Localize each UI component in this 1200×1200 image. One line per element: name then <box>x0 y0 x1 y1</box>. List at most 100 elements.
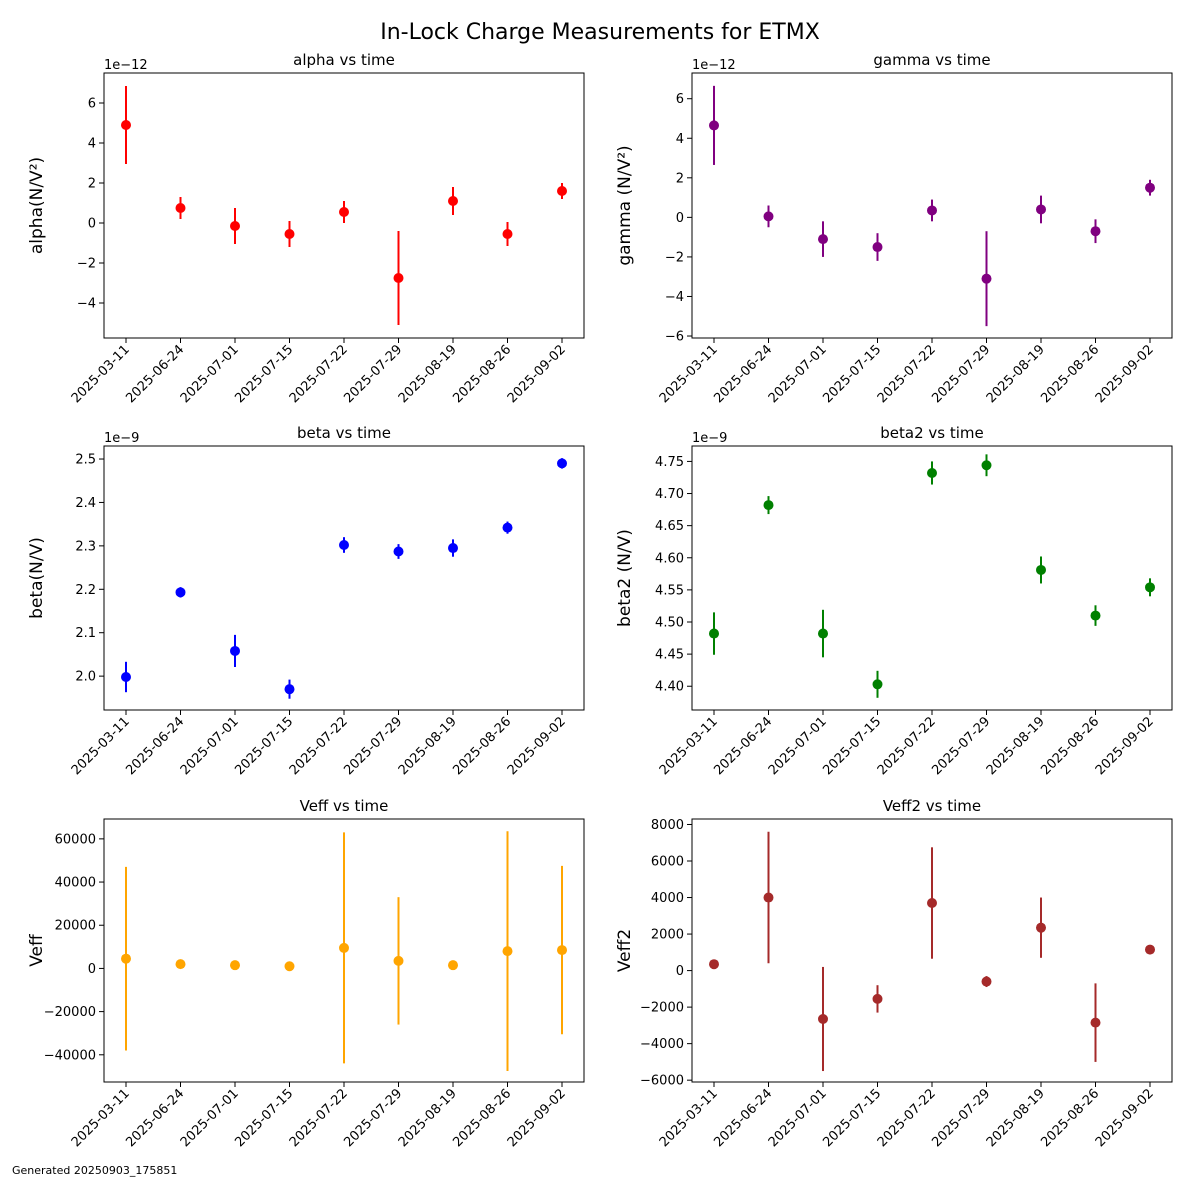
y-tick-label: 4.60 <box>655 551 684 566</box>
data-point <box>284 961 295 972</box>
data-point <box>339 207 349 217</box>
data-point <box>121 120 131 130</box>
data-point <box>872 679 883 690</box>
data-point <box>981 460 992 471</box>
x-tick-label: 2025-09-02 <box>505 714 569 778</box>
y-tick-label: 0 <box>676 964 684 979</box>
subplot-title: Veff2 vs time <box>883 797 981 815</box>
data-point <box>393 955 404 966</box>
y-tick-label: 2 <box>88 177 96 192</box>
subplot-alpha-vs-time: alpha vs time1e−12−4−202462025-03-112025… <box>27 51 585 406</box>
y-tick-label: −4000 <box>640 1037 684 1052</box>
x-tick-label: 2025-09-02 <box>505 342 569 406</box>
data-point <box>818 628 828 639</box>
data-point <box>818 234 828 245</box>
subplot-gamma-vs-time: gamma vs time1e−12−6−4−202462025-03-1120… <box>615 51 1173 406</box>
data-point <box>709 628 719 639</box>
y-tick-label: 2.2 <box>75 583 96 598</box>
y-tick-label: 2 <box>676 171 684 186</box>
data-point <box>121 672 131 682</box>
axis-offset-text: 1e−9 <box>104 431 139 446</box>
x-tick-label: 2025-09-02 <box>1093 714 1157 778</box>
y-axis-label: beta(N/V) <box>27 537 47 619</box>
y-tick-label: 8000 <box>651 818 684 833</box>
y-tick-label: 40000 <box>55 876 96 891</box>
data-point <box>1145 582 1155 593</box>
subplot-title: beta vs time <box>297 424 391 442</box>
y-axis-label: alpha(N/V²) <box>27 157 47 254</box>
data-point <box>339 540 349 550</box>
data-point <box>175 959 186 970</box>
data-point <box>502 522 513 533</box>
plot-frame <box>103 445 585 711</box>
y-tick-label: 4.45 <box>655 648 684 663</box>
y-tick-label: −4 <box>77 297 96 312</box>
y-tick-label: 0 <box>676 211 684 226</box>
y-tick-label: −2 <box>77 257 96 272</box>
data-point <box>818 1013 828 1024</box>
y-tick-label: 6 <box>88 97 96 112</box>
y-tick-label: 4.70 <box>655 487 684 502</box>
y-tick-label: 4.65 <box>655 519 684 534</box>
plot-frame <box>103 818 585 1083</box>
subplot-title: Veff vs time <box>300 797 389 815</box>
data-point <box>981 273 992 284</box>
subplot-title: beta2 vs time <box>880 424 983 442</box>
data-point <box>1090 1017 1101 1028</box>
data-point <box>339 942 349 953</box>
figure-title: In-Lock Charge Measurements for ETMX <box>380 20 820 45</box>
x-tick-label: 2025-09-02 <box>1093 342 1157 406</box>
y-tick-label: −40000 <box>44 1048 96 1063</box>
axis-offset-text: 1e−12 <box>104 58 148 73</box>
data-point <box>1036 204 1046 215</box>
data-point <box>872 993 883 1004</box>
y-tick-label: 2.1 <box>75 626 96 641</box>
data-point <box>927 898 937 909</box>
data-point <box>502 946 513 957</box>
data-point <box>448 196 458 206</box>
plot-frame <box>691 72 1173 339</box>
data-point <box>1036 564 1046 575</box>
y-tick-label: −2000 <box>640 1001 684 1016</box>
y-tick-label: 4000 <box>651 891 684 906</box>
data-point <box>763 211 774 222</box>
data-point <box>927 205 937 216</box>
data-point <box>1090 610 1101 621</box>
axis-offset-text: 1e−12 <box>692 58 736 73</box>
y-axis-label: Veff <box>27 933 47 967</box>
y-tick-label: −6000 <box>640 1074 684 1089</box>
data-point <box>981 976 992 987</box>
data-point <box>557 458 567 469</box>
y-tick-label: 2.4 <box>75 496 96 511</box>
data-point <box>709 959 719 970</box>
data-point <box>175 587 186 598</box>
data-point <box>175 203 186 213</box>
y-tick-label: 0 <box>88 962 96 977</box>
subplot-title: alpha vs time <box>293 51 395 69</box>
y-tick-label: 4 <box>88 137 96 152</box>
y-tick-label: 2.5 <box>75 453 96 468</box>
data-point <box>284 229 295 239</box>
y-tick-label: 2000 <box>651 928 684 943</box>
plot-frame <box>103 72 585 339</box>
plot-frame <box>691 818 1173 1083</box>
y-tick-label: −2 <box>665 250 684 265</box>
data-point <box>230 960 240 971</box>
data-point <box>763 500 774 511</box>
data-point <box>230 221 240 231</box>
data-point <box>1145 944 1155 955</box>
y-tick-label: 6000 <box>651 855 684 870</box>
y-tick-label: 4.40 <box>655 680 684 695</box>
y-tick-label: −4 <box>665 290 684 305</box>
data-point <box>393 273 404 283</box>
data-point <box>448 960 458 971</box>
subplot-Veff2-vs-time: Veff2 vs time −6000 −4000 −2000 0 2000 4000 600… <box>615 797 1173 1150</box>
y-tick-label: 60000 <box>55 832 96 847</box>
data-point <box>1145 182 1155 193</box>
y-tick-label: 4 <box>676 132 684 147</box>
data-point <box>1090 226 1101 237</box>
y-tick-label: 2.3 <box>75 539 96 554</box>
y-tick-label: −20000 <box>44 1005 96 1020</box>
